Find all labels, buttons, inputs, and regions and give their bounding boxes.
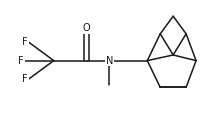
Text: O: O	[83, 23, 90, 33]
Text: F: F	[18, 56, 24, 66]
Text: N: N	[106, 56, 113, 66]
Text: F: F	[22, 74, 28, 84]
Text: F: F	[22, 37, 28, 47]
